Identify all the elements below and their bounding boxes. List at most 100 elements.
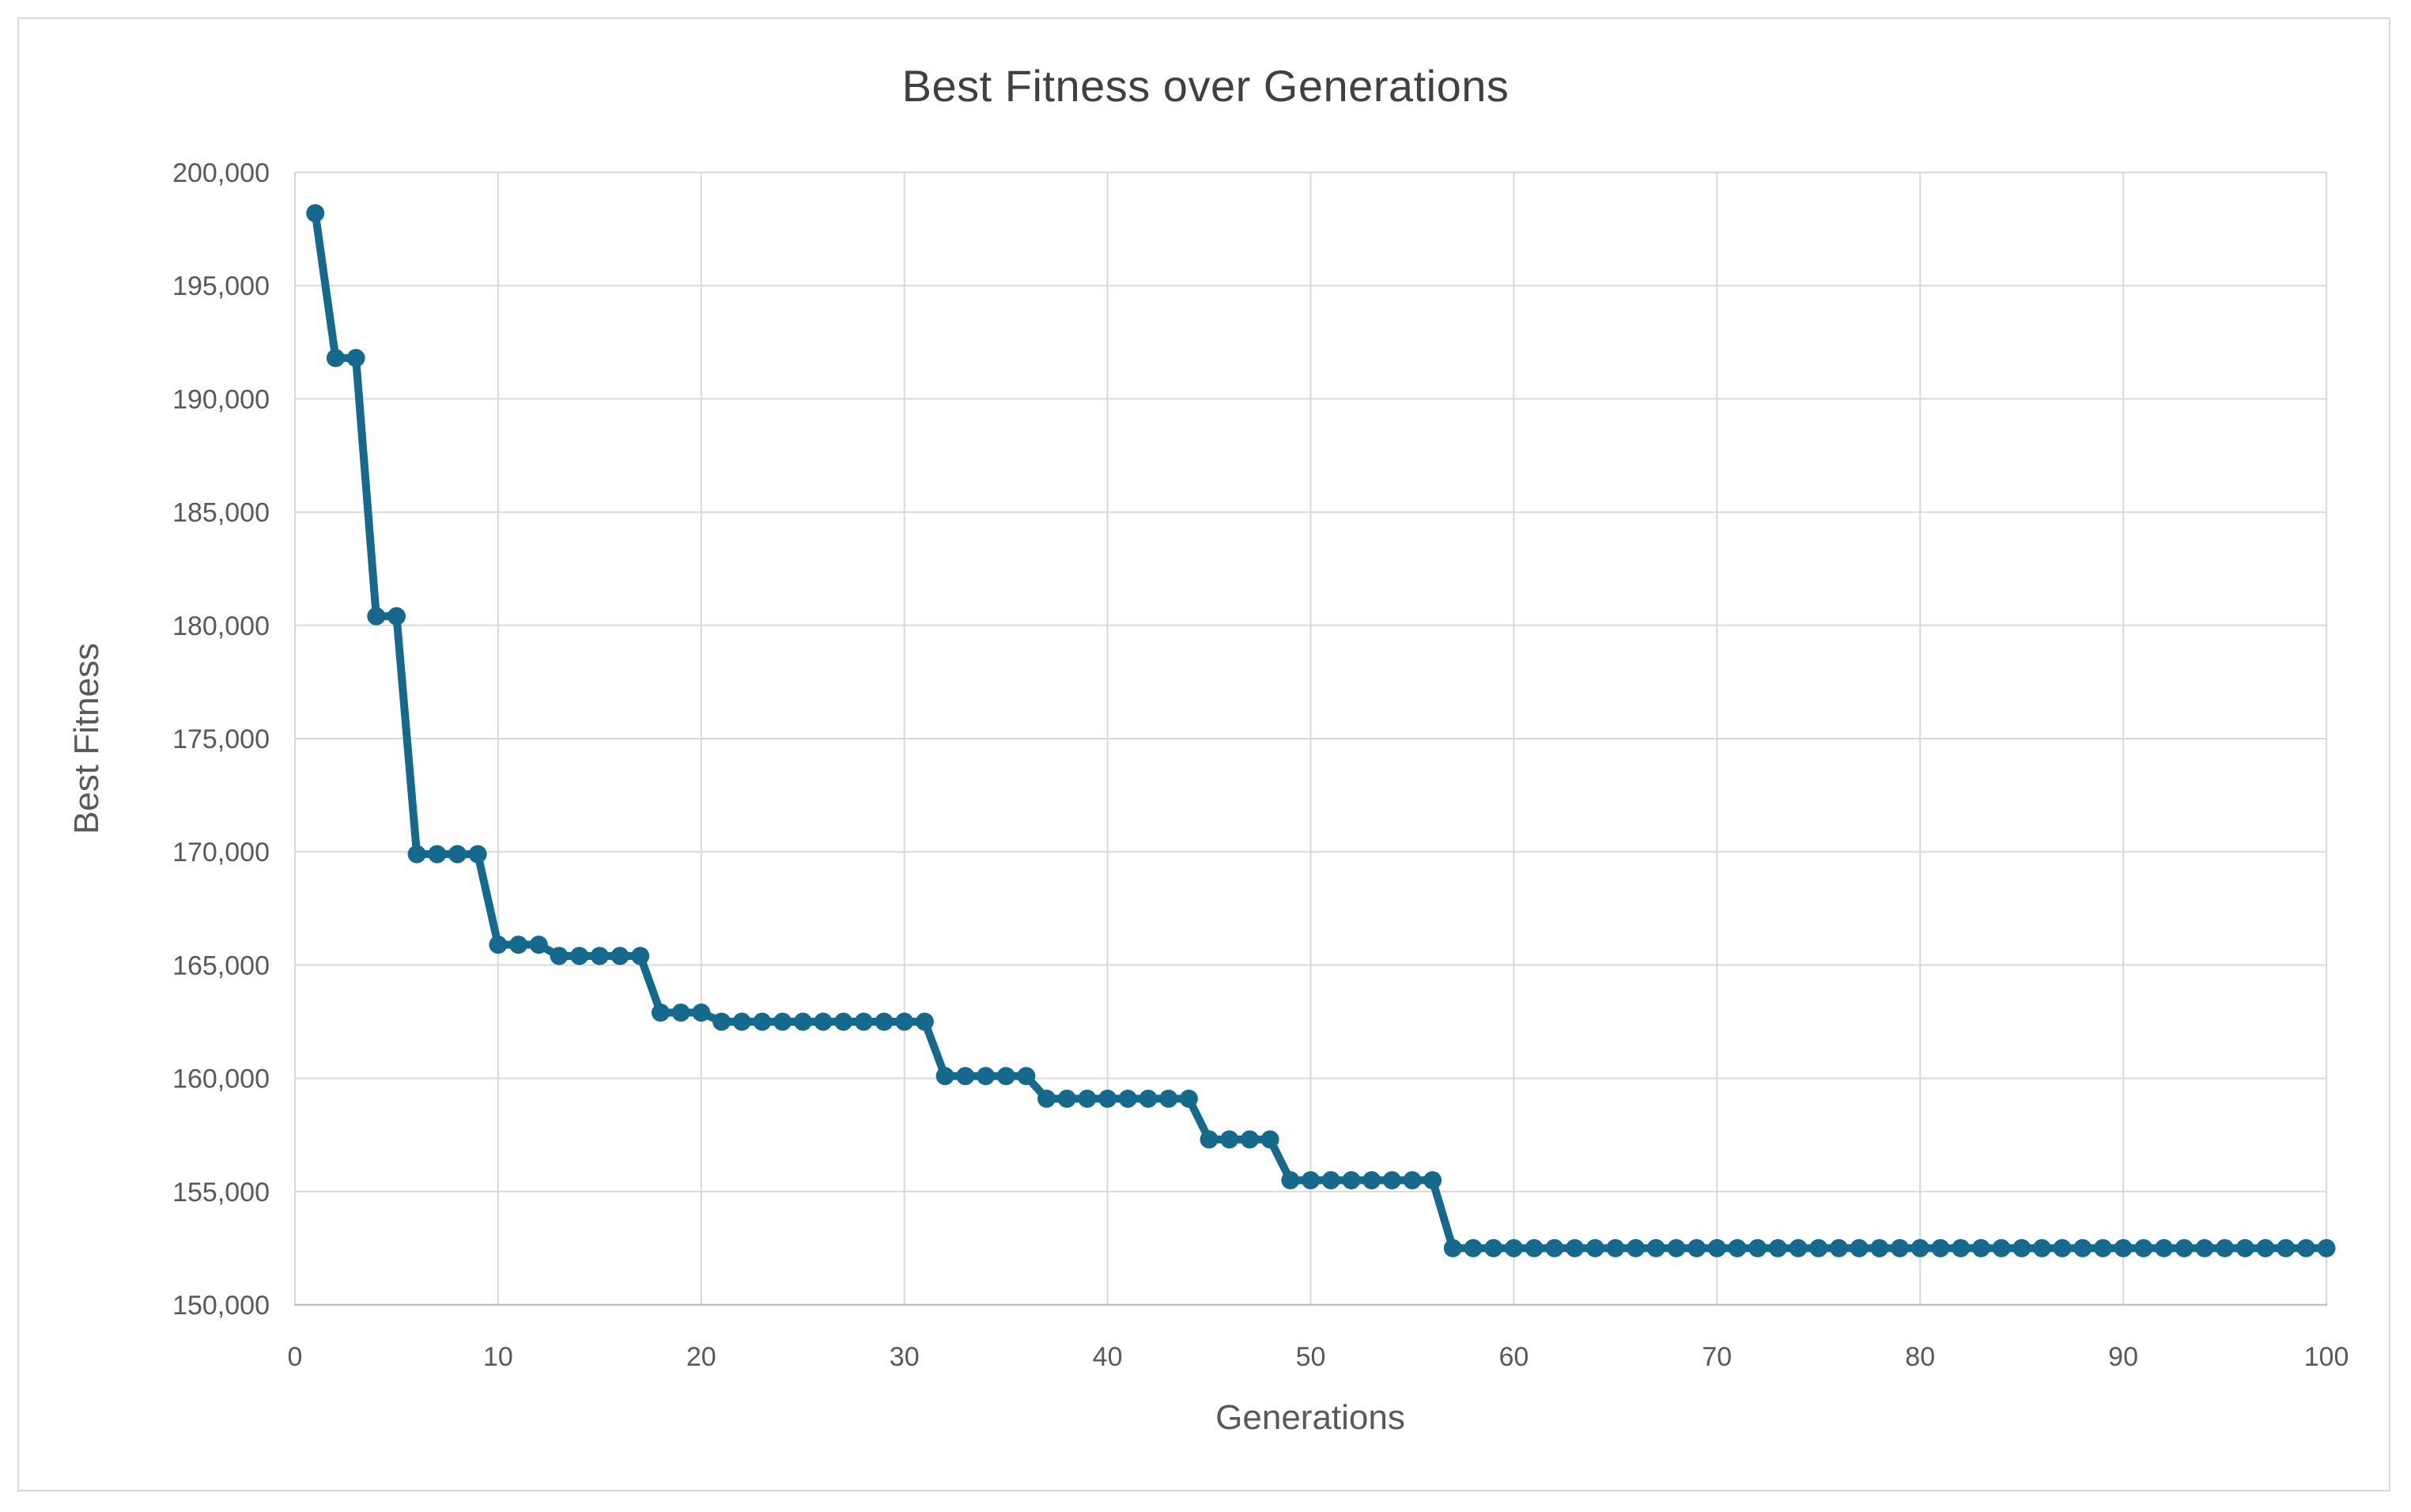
series-marker bbox=[1017, 1067, 1036, 1086]
series-marker bbox=[1078, 1089, 1097, 1108]
series-marker bbox=[2114, 1238, 2133, 1257]
series-marker bbox=[2235, 1238, 2254, 1257]
x-axis-title: Generations bbox=[1215, 1398, 1405, 1437]
series-marker bbox=[1362, 1171, 1381, 1189]
y-tick-label: 185,000 bbox=[172, 498, 270, 528]
series-marker bbox=[1302, 1171, 1320, 1189]
series-marker bbox=[1118, 1089, 1137, 1108]
x-tick-label: 10 bbox=[483, 1342, 513, 1372]
series-marker bbox=[468, 845, 487, 864]
series-marker bbox=[1484, 1238, 1503, 1257]
series-marker bbox=[1382, 1171, 1401, 1189]
series-marker bbox=[631, 947, 650, 966]
series-marker bbox=[2195, 1238, 2214, 1257]
series-marker bbox=[1525, 1238, 1544, 1257]
series-marker bbox=[1870, 1238, 1889, 1257]
y-tick-label: 195,000 bbox=[172, 271, 270, 301]
series-marker bbox=[1240, 1130, 1259, 1149]
x-tick-label: 70 bbox=[1702, 1342, 1732, 1372]
series-marker bbox=[1809, 1238, 1828, 1257]
series-marker bbox=[1281, 1171, 1300, 1189]
series-marker bbox=[346, 349, 365, 368]
series-line bbox=[311, 209, 2330, 1253]
series-marker bbox=[2053, 1238, 2072, 1257]
series-marker bbox=[1850, 1238, 1869, 1257]
series-marker bbox=[1585, 1238, 1604, 1257]
series-marker bbox=[1707, 1238, 1726, 1257]
series-marker bbox=[610, 947, 629, 966]
series-marker bbox=[489, 936, 508, 954]
series-marker bbox=[2216, 1238, 2234, 1257]
x-tick-label: 80 bbox=[1905, 1342, 1935, 1372]
series-marker bbox=[712, 1012, 731, 1031]
series-marker bbox=[1403, 1171, 1422, 1189]
series-marker bbox=[1789, 1238, 1808, 1257]
y-tick-label: 160,000 bbox=[172, 1064, 270, 1094]
chart-title: Best Fitness over Generations bbox=[901, 61, 1510, 111]
series-marker bbox=[1159, 1089, 1178, 1108]
series-marker bbox=[834, 1012, 853, 1031]
series-marker bbox=[387, 607, 406, 626]
series-marker bbox=[550, 947, 569, 966]
series-marker bbox=[1952, 1238, 1971, 1257]
series-marker bbox=[1179, 1089, 1198, 1108]
y-tick-label: 200,000 bbox=[172, 158, 270, 188]
x-tick-label: 30 bbox=[890, 1342, 920, 1372]
series-marker bbox=[1037, 1089, 1056, 1108]
series-marker bbox=[1606, 1238, 1625, 1257]
series-marker bbox=[590, 947, 609, 966]
series-marker bbox=[1342, 1171, 1361, 1189]
series-marker bbox=[1667, 1238, 1686, 1257]
series-marker bbox=[407, 845, 426, 864]
y-tick-label: 150,000 bbox=[172, 1291, 270, 1321]
series-marker bbox=[2277, 1238, 2296, 1257]
series-marker bbox=[977, 1067, 995, 1086]
series-marker bbox=[1464, 1238, 1483, 1257]
series-marker bbox=[1931, 1238, 1950, 1257]
y-tick-label: 155,000 bbox=[172, 1177, 270, 1208]
y-tick-label: 170,000 bbox=[172, 837, 270, 868]
series-marker bbox=[448, 845, 467, 864]
series-marker bbox=[875, 1012, 894, 1031]
series-marker bbox=[915, 1012, 934, 1031]
series-marker bbox=[956, 1067, 975, 1086]
series-marker bbox=[428, 845, 447, 864]
y-tick-label: 175,000 bbox=[172, 724, 270, 754]
series-marker bbox=[793, 1012, 812, 1031]
series-marker bbox=[1891, 1238, 1909, 1257]
series-marker bbox=[732, 1012, 751, 1031]
series-marker bbox=[509, 936, 528, 954]
series-marker bbox=[1139, 1089, 1158, 1108]
series-marker bbox=[2134, 1238, 2153, 1257]
series-marker bbox=[1200, 1130, 1219, 1149]
series-marker bbox=[1443, 1238, 1462, 1257]
series-marker bbox=[651, 1004, 670, 1022]
series-marker bbox=[1687, 1238, 1706, 1257]
series-marker bbox=[529, 936, 548, 954]
series-marker bbox=[935, 1067, 954, 1086]
x-tick-label: 100 bbox=[2304, 1342, 2349, 1372]
series-marker bbox=[326, 349, 345, 368]
series-marker bbox=[671, 1004, 690, 1022]
x-tick-label: 50 bbox=[1296, 1342, 1326, 1372]
x-tick-label: 40 bbox=[1093, 1342, 1123, 1372]
series-marker bbox=[773, 1012, 792, 1031]
series-marker bbox=[2073, 1238, 2092, 1257]
series-marker bbox=[2296, 1238, 2315, 1257]
series-marker bbox=[692, 1004, 711, 1022]
series-marker bbox=[1748, 1238, 1767, 1257]
series-marker bbox=[1910, 1238, 1929, 1257]
series-marker bbox=[2175, 1238, 2194, 1257]
series-marker bbox=[2256, 1238, 2275, 1257]
series-marker bbox=[306, 204, 325, 223]
series-marker bbox=[1728, 1238, 1747, 1257]
series-marker bbox=[1321, 1171, 1340, 1189]
series-marker bbox=[1057, 1089, 1076, 1108]
y-tick-label: 165,000 bbox=[172, 951, 270, 981]
x-tick-label: 90 bbox=[2108, 1342, 2138, 1372]
series-marker bbox=[753, 1012, 772, 1031]
x-tick-label: 20 bbox=[686, 1342, 716, 1372]
series-marker bbox=[854, 1012, 873, 1031]
x-tick-label: 60 bbox=[1498, 1342, 1529, 1372]
